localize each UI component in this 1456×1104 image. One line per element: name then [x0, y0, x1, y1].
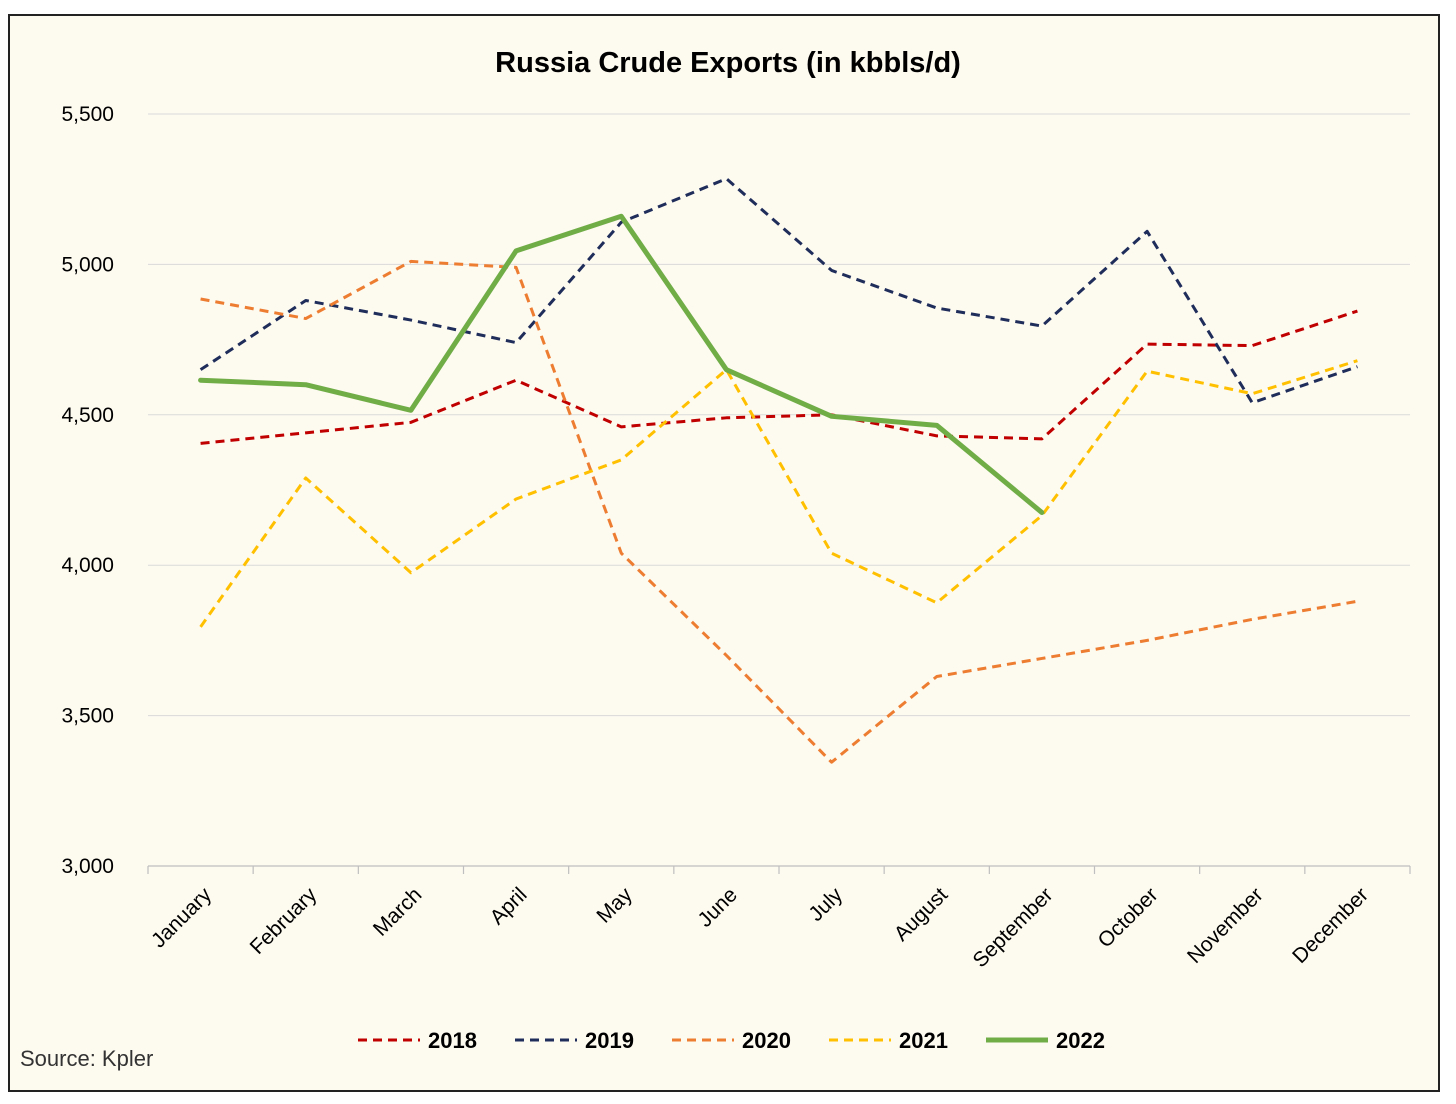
- series-line-2021: [199, 359, 1358, 628]
- x-tick-label: April: [486, 883, 532, 929]
- legend-label-2019: 2019: [585, 1028, 634, 1053]
- x-tick-label: May: [592, 883, 637, 928]
- gridlines: [148, 113, 1410, 717]
- series-line-2018: [200, 309, 1358, 445]
- legend-label-2020: 2020: [742, 1028, 791, 1053]
- x-tick-label: March: [369, 883, 427, 941]
- series-line-2022: [198, 213, 1045, 516]
- x-tick-label: January: [147, 883, 216, 952]
- x-tick-label: August: [890, 883, 953, 946]
- x-tick-label: September: [969, 883, 1058, 972]
- series-line-2020: [200, 259, 1358, 764]
- y-tick-label: 3,500: [61, 705, 114, 728]
- series-lines: [198, 177, 1358, 764]
- chart-frame: [8, 14, 1440, 1092]
- x-tick-label: October: [1094, 883, 1163, 952]
- legend: 2018 2019 2020 2021 2022: [358, 1028, 1105, 1053]
- source-note: Source: Kpler: [20, 1046, 153, 1071]
- legend-label-2018: 2018: [428, 1028, 477, 1053]
- x-tick-label: July: [804, 883, 847, 926]
- x-tick-label: November: [1183, 883, 1268, 968]
- legend-label-2022: 2022: [1056, 1028, 1105, 1053]
- y-tick-label: 4,500: [61, 404, 114, 427]
- y-tick-label: 5,000: [61, 253, 114, 276]
- x-tick-label: December: [1288, 883, 1373, 968]
- chart-title: Russia Crude Exports (in kbbls/d): [495, 47, 961, 79]
- x-tick-label: February: [246, 883, 322, 959]
- y-tick-label: 5,500: [61, 103, 114, 126]
- y-tick-label: 3,000: [61, 855, 114, 878]
- series-line-2019: [199, 177, 1358, 405]
- legend-label-2021: 2021: [899, 1028, 948, 1053]
- x-tick-label: June: [693, 883, 741, 931]
- y-tick-label: 4,000: [61, 554, 114, 577]
